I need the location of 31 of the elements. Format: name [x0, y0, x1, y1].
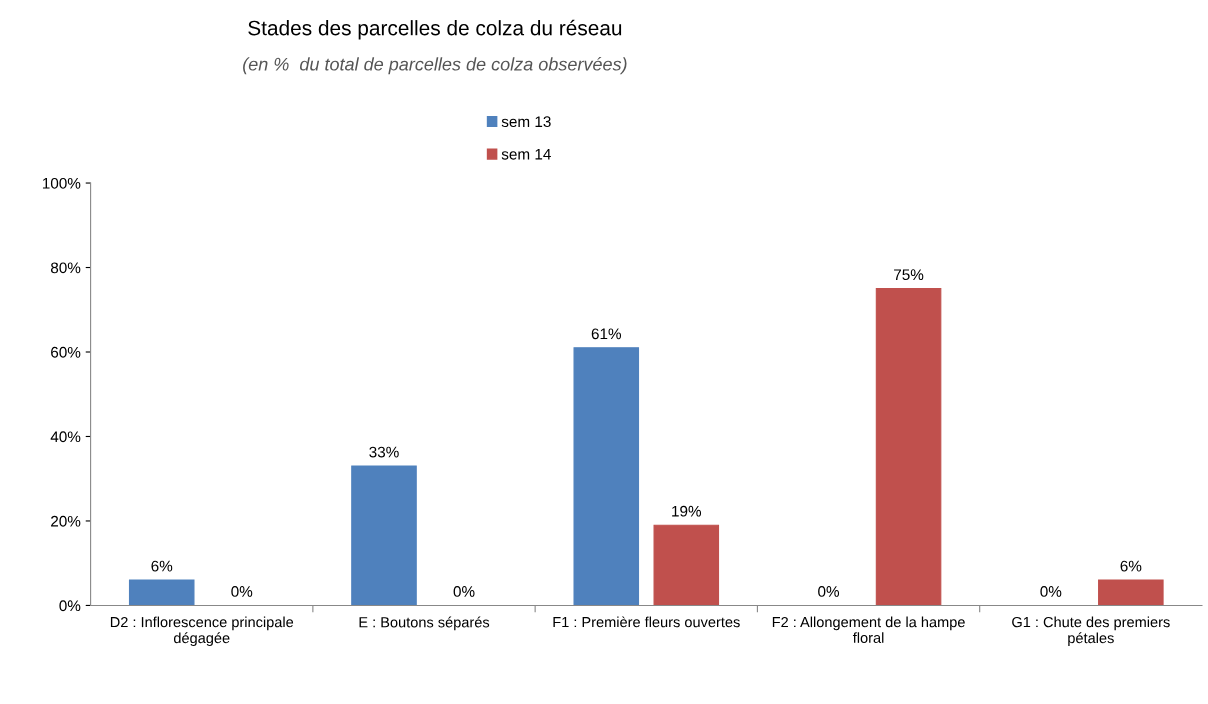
y-tick-label: 100% — [42, 177, 81, 189]
bar — [875, 288, 942, 606]
data-label: 61% — [591, 328, 622, 340]
legend-label: sem 13 — [501, 116, 551, 128]
bar — [573, 347, 640, 606]
data-label: 0% — [1040, 586, 1062, 597]
y-tick-label: 0% — [59, 600, 81, 612]
x-tick-label: D2 : Inflorescence principale dégagée — [110, 616, 294, 647]
data-label: 19% — [672, 505, 702, 517]
bar — [351, 465, 417, 606]
y-tick-label: 80% — [50, 262, 81, 274]
y-tick-label: 60% — [51, 346, 81, 358]
y-tick-label: 40% — [50, 431, 81, 443]
legend-label: sem 14 — [501, 148, 551, 160]
chart-subtitle: (en % du total de parcelles de colza observées) — [243, 57, 627, 75]
bar — [128, 579, 195, 606]
data-label: 6% — [151, 560, 173, 572]
chart-title: Stades des parcelles de colza du réseau — [248, 19, 622, 40]
bar — [653, 524, 720, 606]
bar — [1098, 579, 1164, 606]
x-tick-label: F2 : Allongement de la hampe floral — [772, 616, 965, 643]
data-label: 6% — [1120, 560, 1142, 572]
data-label: 75% — [894, 269, 924, 281]
data-label: 0% — [818, 586, 840, 597]
x-tick-label: G1 : Chute des premiers pétales — [1012, 616, 1170, 647]
data-label: 0% — [231, 586, 253, 597]
data-label: 0% — [453, 586, 475, 597]
data-label: 33% — [369, 446, 399, 458]
y-tick-label: 20% — [51, 515, 81, 527]
x-tick-label: F1 : Première fleurs ouvertes — [553, 616, 740, 628]
x-tick-label: E : Boutons séparés — [359, 616, 490, 631]
